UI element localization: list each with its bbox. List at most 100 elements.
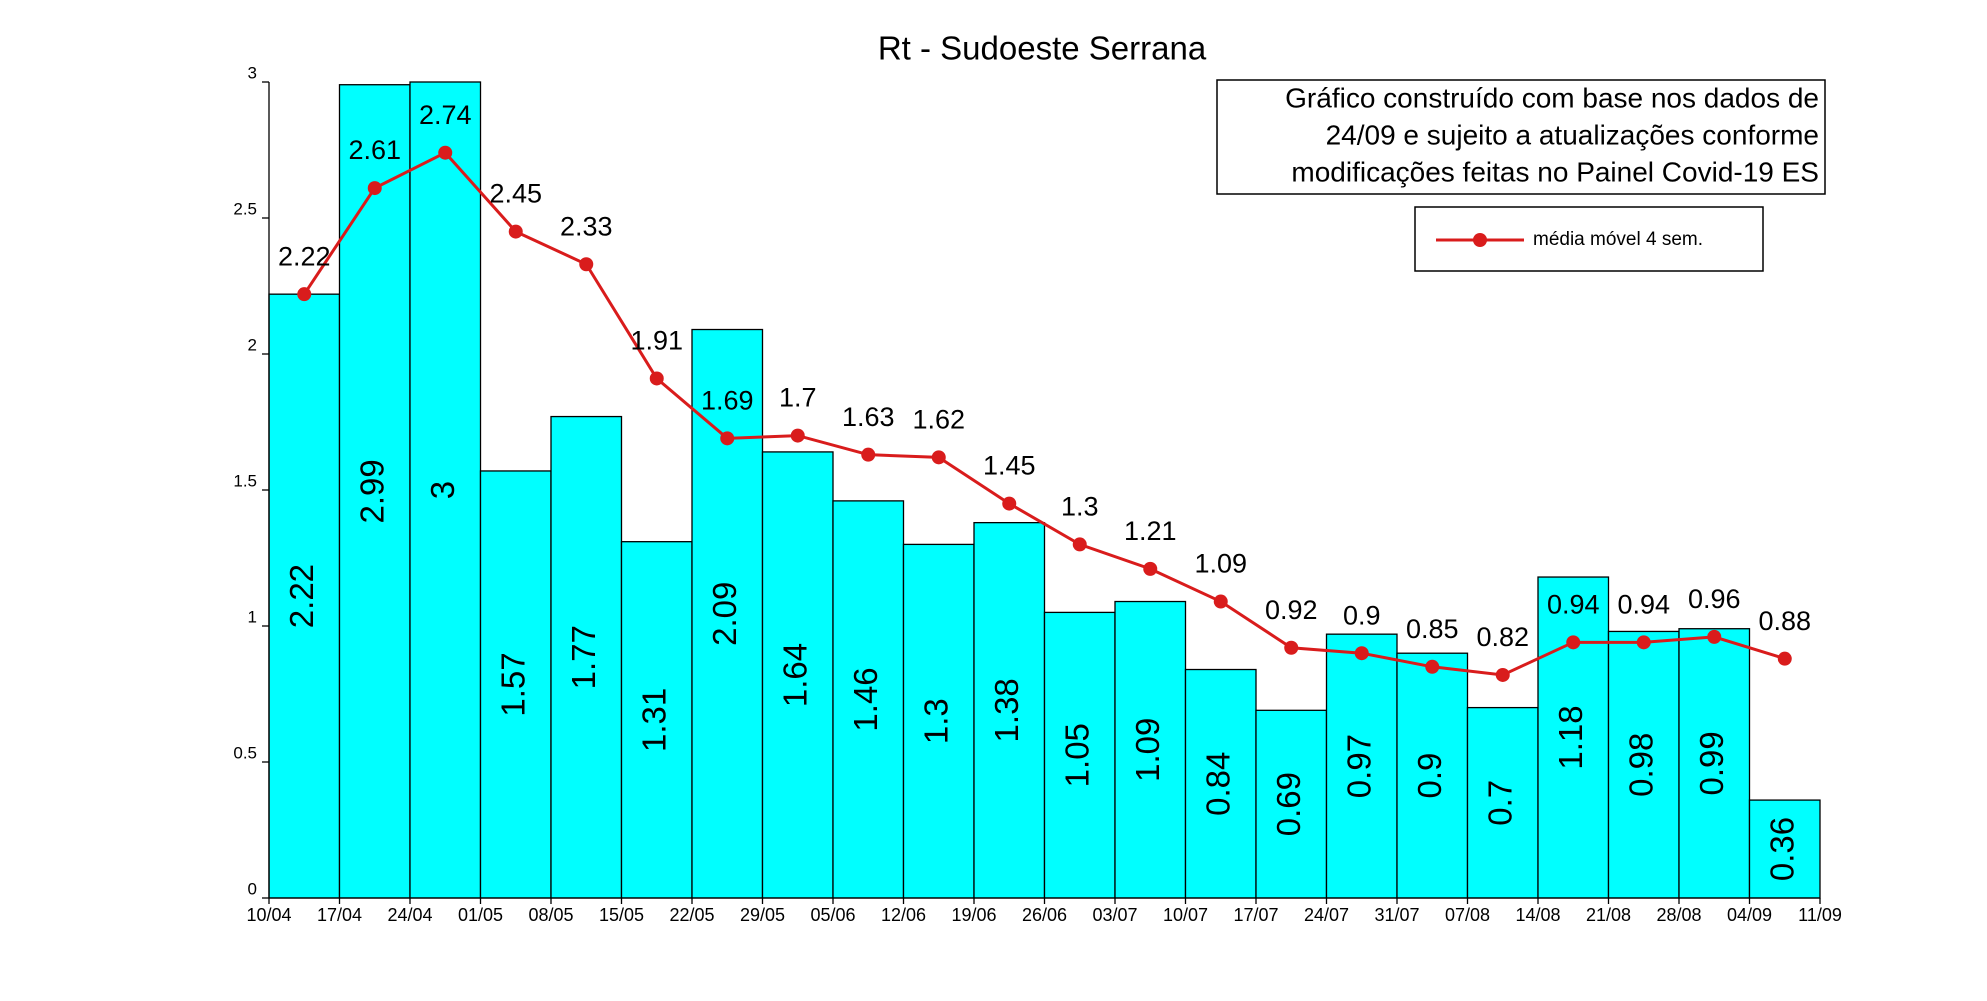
line-marker [297, 287, 312, 302]
x-tick-label: 29/05 [740, 905, 785, 925]
bar-value-label: 0.84 [1199, 752, 1236, 816]
bar-value-label: 1.3 [917, 698, 954, 744]
line-marker [1495, 667, 1510, 682]
line-marker [1707, 629, 1722, 644]
line-value-label: 0.88 [1758, 606, 1811, 636]
line-marker [1284, 640, 1299, 655]
x-tick-label: 22/05 [669, 905, 714, 925]
annotation-box [1216, 79, 1826, 195]
bar-value-label: 0.9 [1411, 753, 1448, 799]
bar [1396, 652, 1469, 899]
bar-value-label: 0.97 [1340, 734, 1377, 798]
bar-value-label: 2.99 [353, 459, 390, 523]
line-marker [1425, 659, 1440, 674]
bar [1537, 576, 1610, 899]
line-value-label: 0.85 [1406, 614, 1459, 644]
y-tick-label: 2.5 [233, 199, 257, 218]
x-tick-label: 04/09 [1727, 905, 1772, 925]
line-value-label: 0.96 [1688, 584, 1741, 614]
bar [691, 328, 764, 899]
legend-marker [1473, 233, 1487, 247]
x-tick-label: 10/07 [1163, 905, 1208, 925]
annotation-text: 24/09 e sujeito a atualizações conforme [1326, 119, 1819, 150]
line-series [303, 150, 1786, 677]
x-tick-label: 15/05 [599, 905, 644, 925]
annotation-text: Gráfico construído com base nos dados de [1285, 82, 1819, 113]
bar-value-label: 1.05 [1058, 723, 1095, 787]
x-tick-label: 28/08 [1656, 905, 1701, 925]
line-marker [861, 447, 876, 462]
bar [1466, 706, 1539, 899]
x-tick-label: 26/06 [1022, 905, 1067, 925]
line-marker [1636, 635, 1651, 650]
line-value-label: 2.45 [489, 179, 542, 209]
x-tick-label: 10/04 [246, 905, 291, 925]
line-marker [438, 145, 453, 160]
bar [1748, 799, 1821, 899]
x-tick-label: 01/05 [458, 905, 503, 925]
x-tick-label: 11/09 [1798, 905, 1842, 925]
line-marker [1002, 496, 1017, 511]
bar [268, 293, 341, 899]
bar [1678, 628, 1751, 899]
bar-value-label: 0.98 [1622, 733, 1659, 797]
line-marker [1777, 651, 1792, 666]
y-tick-label: 2 [248, 335, 257, 354]
line-value-label: 0.94 [1547, 589, 1600, 619]
bar-value-label: 2.09 [706, 582, 743, 646]
line-value-label: 1.45 [983, 451, 1036, 481]
bar-value-label: 0.36 [1763, 817, 1800, 881]
bar-value-label: 1.77 [565, 625, 602, 689]
x-tick-label: 14/08 [1515, 905, 1560, 925]
line-value-label: 0.82 [1476, 622, 1529, 652]
bar [1255, 709, 1328, 899]
bar-value-label: 0.69 [1270, 772, 1307, 836]
line-marker [649, 371, 664, 386]
line-marker [579, 257, 594, 272]
line-value-label: 1.91 [630, 326, 683, 356]
chart-title: Rt - Sudoeste Serrana [878, 30, 1207, 67]
line-value-label: 1.09 [1194, 549, 1247, 579]
x-tick-label: 12/06 [881, 905, 926, 925]
line-marker [1354, 646, 1369, 661]
bar [409, 81, 482, 899]
y-tick-label: 0 [248, 879, 257, 898]
line-value-label: 0.92 [1265, 595, 1318, 625]
annotation-text: modificações feitas no Painel Covid-19 E… [1291, 156, 1819, 187]
bar-value-label: 1.57 [494, 652, 531, 716]
x-tick-label: 07/08 [1445, 905, 1490, 925]
line-value-label: 2.61 [348, 135, 401, 165]
line-marker [1143, 561, 1158, 576]
line-marker [720, 431, 735, 446]
bar [1184, 668, 1257, 899]
y-tick-label: 3 [248, 63, 257, 82]
y-tick-label: 1 [248, 607, 257, 626]
bar-value-label: 1.09 [1129, 718, 1166, 782]
bar [1043, 611, 1116, 899]
bar-value-label: 0.7 [1481, 780, 1518, 826]
bar-value-label: 1.64 [776, 643, 813, 707]
line-marker [367, 181, 382, 196]
x-tick-label: 24/07 [1304, 905, 1349, 925]
x-tick-label: 03/07 [1092, 905, 1137, 925]
line-value-label: 1.69 [701, 385, 754, 415]
y-tick-label: 1.5 [233, 471, 257, 490]
x-tick-label: 31/07 [1374, 905, 1419, 925]
x-tick-label: 19/06 [951, 905, 996, 925]
y-tick-label: 0.5 [233, 743, 257, 762]
legend-label: média móvel 4 sem. [1533, 229, 1703, 250]
x-tick-label: 08/05 [528, 905, 573, 925]
line-marker [1213, 594, 1228, 609]
bar-value-label: 0.99 [1693, 731, 1730, 795]
line-value-label: 1.7 [779, 383, 817, 413]
bar [338, 84, 411, 899]
bar-value-label: 1.38 [988, 678, 1025, 742]
bar-value-label: 1.46 [847, 667, 884, 731]
bar-value-label: 1.18 [1552, 705, 1589, 769]
bar [1114, 600, 1187, 899]
x-tick-label: 17/07 [1233, 905, 1278, 925]
bar [761, 451, 834, 899]
line-value-label: 0.94 [1617, 589, 1670, 619]
line-value-label: 1.21 [1124, 516, 1177, 546]
